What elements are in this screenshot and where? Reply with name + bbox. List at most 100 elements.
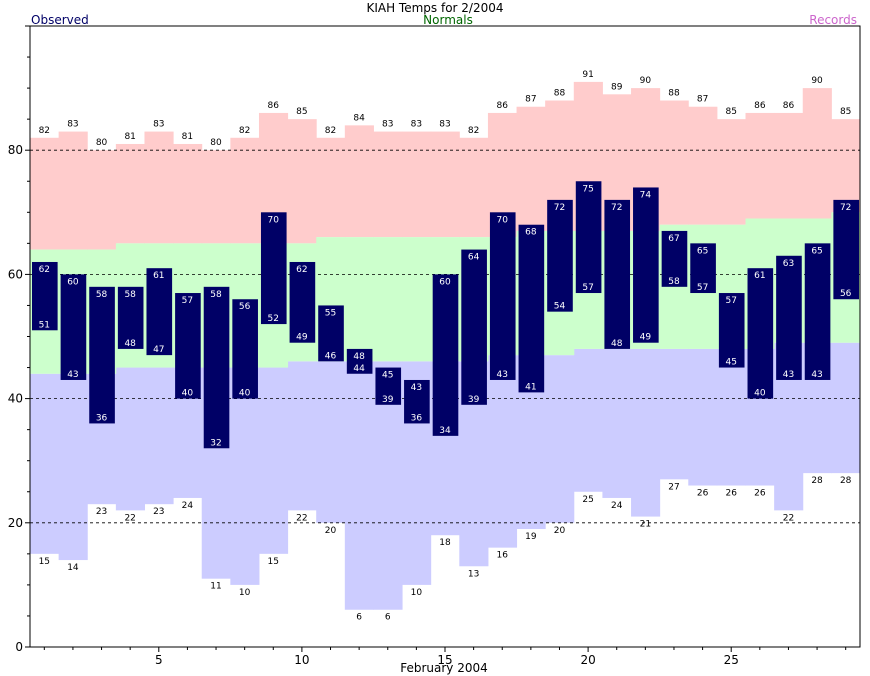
observed-low-label-day-12: 44: [353, 364, 365, 374]
record-low-label-day-12: 6: [356, 613, 362, 623]
observed-high-label-day-28: 65: [811, 246, 822, 256]
observed-high-label-day-9: 70: [268, 215, 280, 225]
observed-low-label-day-5: 47: [153, 345, 164, 355]
observed-bar-day-18: [518, 224, 545, 393]
record-high-label-day-13: 83: [382, 120, 393, 130]
observed-high-label-day-17: 70: [497, 215, 509, 225]
record-low-label-day-22: 21: [640, 520, 651, 530]
observed-high-label-day-15: 60: [439, 277, 451, 287]
observed-bar-day-4: [117, 286, 144, 349]
observed-low-label-day-9: 52: [268, 314, 279, 324]
observed-high-label-day-6: 57: [182, 296, 193, 306]
record-high-label-day-29: 85: [840, 107, 851, 117]
observed-low-label-day-24: 57: [697, 283, 708, 293]
records-band-layer: [30, 81, 861, 250]
record-low-band-day-22: [631, 348, 661, 517]
record-low-label-day-21: 24: [611, 501, 623, 511]
record-high-label-day-20: 91: [582, 70, 593, 80]
record-high-band-day-28: [802, 88, 832, 219]
record-high-label-day-25: 85: [725, 107, 736, 117]
observed-high-label-day-11: 55: [325, 308, 336, 318]
observed-low-label-day-19: 54: [554, 302, 566, 312]
observed-low-label-day-21: 48: [611, 339, 623, 349]
x-tick-label-20: 20: [580, 653, 595, 667]
observed-high-label-day-23: 67: [668, 234, 679, 244]
observed-bar-day-29: [833, 199, 859, 300]
observed-bar-day-9: [260, 212, 287, 325]
record-low-label-day-18: 19: [525, 532, 537, 542]
observed-low-label-day-4: 48: [124, 339, 136, 349]
observed-high-label-day-12: 48: [353, 352, 365, 362]
legend-normals: Normals: [423, 13, 473, 27]
y-tick-label-40: 40: [8, 392, 23, 406]
observed-bar-day-7: [203, 286, 230, 449]
record-low-label-day-4: 22: [124, 513, 135, 523]
x-axis-label: February 2004: [400, 661, 488, 675]
record-high-label-day-11: 82: [325, 126, 336, 136]
observed-low-label-day-25: 45: [725, 358, 736, 368]
observed-low-label-day-8: 40: [239, 389, 251, 399]
legend-records: Records: [809, 13, 857, 27]
record-high-band-day-8: [230, 137, 260, 244]
record-low-label-day-7: 11: [210, 582, 221, 592]
observed-high-label-day-5: 61: [153, 271, 164, 281]
observed-low-label-day-15: 34: [439, 426, 451, 436]
observed-low-label-day-2: 43: [67, 370, 78, 380]
record-low-band-day-1: [30, 373, 60, 554]
record-high-label-day-6: 81: [182, 132, 193, 142]
record-low-band-day-29: [831, 342, 861, 474]
record-low-label-day-23: 27: [668, 482, 679, 492]
observed-bar-day-11: [318, 305, 344, 362]
normal-band-day-12: [344, 237, 374, 362]
observed-labels-layer: 62 51 60 43 58 36 58 48 61 47 57 40 58 32 56 40 70 52 62 49…: [39, 184, 852, 448]
observed-bar-day-24: [690, 243, 716, 294]
record-low-band-day-4: [115, 367, 145, 511]
record-low-band-day-19: [545, 355, 575, 523]
observed-bar-day-3: [89, 286, 115, 424]
record-labels-layer: 82 15 83 14 80 23 81 22 83 23 81 24 80 11 82 10 86 15 85 22…: [39, 70, 852, 623]
record-low-band-day-17: [487, 355, 518, 548]
record-high-label-day-12: 84: [353, 113, 365, 123]
record-high-band-day-18: [516, 106, 546, 231]
record-low-label-day-19: 20: [554, 526, 566, 536]
observed-high-label-day-27: 63: [783, 259, 794, 269]
record-low-label-day-28: 28: [811, 476, 823, 486]
record-low-label-day-1: 15: [39, 557, 50, 567]
observed-bar-day-8: [232, 299, 258, 399]
record-low-label-day-13: 6: [385, 613, 391, 623]
observed-high-label-day-18: 68: [525, 228, 537, 238]
record-high-band-day-12: [344, 125, 374, 238]
observed-high-label-day-14: 43: [411, 383, 422, 393]
record-low-label-day-17: 16: [497, 551, 509, 561]
record-high-band-day-7: [201, 150, 231, 244]
observed-bar-day-13: [375, 367, 402, 405]
observed-bar-day-14: [404, 379, 430, 424]
record-low-band-day-21: [602, 348, 632, 498]
observed-high-label-day-10: 62: [296, 265, 307, 275]
record-low-band-day-23: [659, 348, 689, 480]
record-high-band-day-29: [831, 119, 861, 213]
chart-title: KIAH Temps for 2/2004: [366, 1, 503, 15]
record-low-label-day-11: 20: [325, 526, 337, 536]
record-low-label-day-27: 22: [783, 513, 794, 523]
observed-bar-day-17: [489, 212, 516, 380]
observed-bar-day-20: [575, 181, 602, 294]
record-high-label-day-9: 86: [268, 101, 280, 111]
record-high-band-day-24: [688, 106, 718, 225]
record-low-band-day-25: [716, 348, 747, 486]
observed-bar-day-12: [346, 348, 373, 374]
record-low-band-day-11: [316, 361, 346, 523]
record-low-band-day-5: [144, 367, 174, 505]
record-high-label-day-17: 86: [497, 101, 509, 111]
observed-low-label-day-16: 39: [468, 395, 480, 405]
record-high-label-day-2: 83: [67, 120, 78, 130]
observed-low-label-day-28: 43: [811, 370, 822, 380]
record-high-label-day-1: 82: [39, 126, 50, 136]
record-high-band-day-23: [659, 100, 689, 225]
record-low-label-day-14: 10: [411, 588, 423, 598]
observed-high-label-day-7: 58: [210, 290, 222, 300]
observed-bar-day-25: [718, 293, 745, 368]
record-high-label-day-15: 83: [439, 120, 450, 130]
record-high-band-day-4: [115, 143, 145, 244]
observed-bar-day-10: [289, 261, 316, 343]
